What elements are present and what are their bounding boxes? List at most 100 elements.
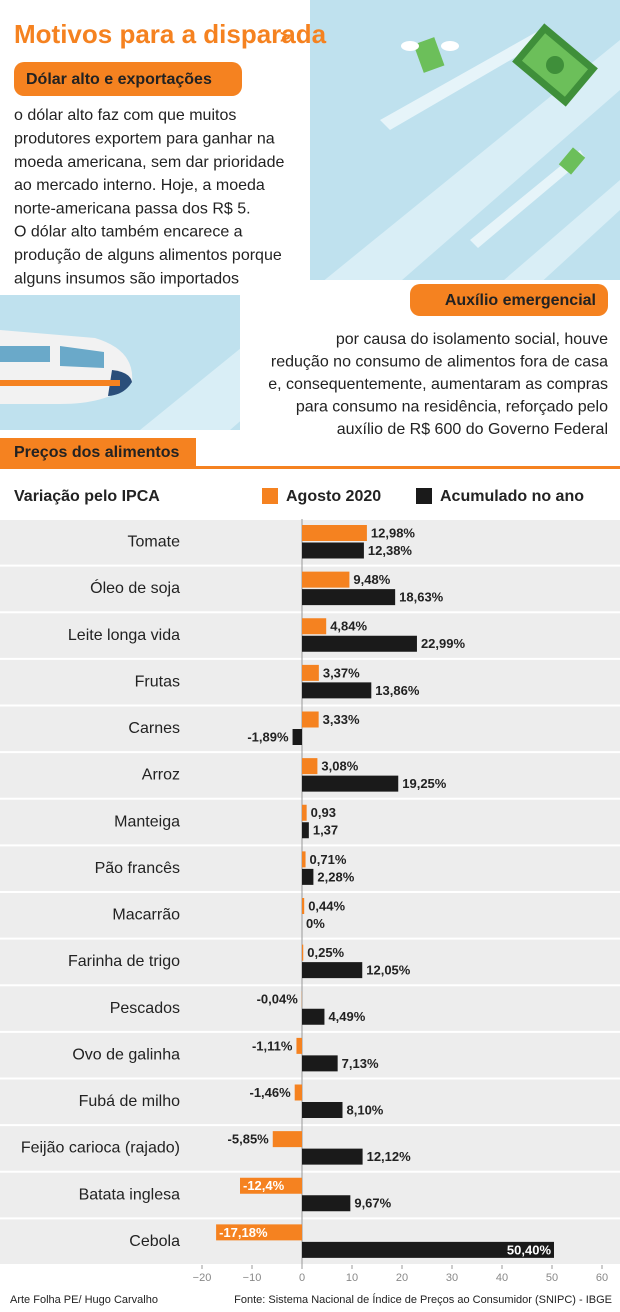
section-heading: Dólar alto e exportações: [26, 71, 212, 88]
value-label: 50,40%: [507, 1242, 552, 1257]
category-label: Batata inglesa: [79, 1186, 181, 1203]
value-label: 0,25%: [307, 945, 344, 960]
category-label: Pão francês: [95, 860, 180, 877]
legend-swatch: [416, 488, 432, 504]
value-label: 9,48%: [353, 572, 390, 587]
row-background: [0, 893, 620, 938]
value-label: 4,49%: [328, 1009, 365, 1024]
category-label: Cebola: [129, 1233, 180, 1250]
value-label: 22,99%: [421, 636, 466, 651]
value-label: 7,13%: [342, 1056, 379, 1071]
x-tick-label: 50: [546, 1272, 558, 1284]
value-label: 0,93: [311, 805, 336, 820]
value-label: -0,04%: [257, 992, 299, 1007]
bar: [302, 775, 399, 792]
bar: [302, 868, 314, 885]
value-label: 12,98%: [371, 525, 416, 540]
title-arrow: >: [280, 27, 291, 47]
value-label: 1,37: [313, 823, 338, 838]
section-text: auxílio de R$ 600 do Governo Federal: [337, 421, 608, 438]
section-text: ao mercado interno. Hoje, a moeda: [14, 177, 265, 194]
bar: [302, 589, 396, 606]
bar: [302, 1195, 351, 1212]
text-panel: [240, 280, 620, 440]
value-label: -12,4%: [243, 1178, 285, 1193]
value-label: 18,63%: [399, 590, 444, 605]
bar: [302, 758, 318, 775]
category-label: Frutas: [135, 673, 180, 690]
bar: [302, 682, 372, 699]
bar: [296, 1037, 302, 1054]
section-pill: [410, 284, 608, 316]
bar: [302, 962, 363, 979]
bar: [302, 1008, 325, 1025]
bar: [302, 542, 364, 559]
category-label: Ovo de galinha: [72, 1046, 180, 1063]
category-label: Feijão carioca (rajado): [21, 1140, 180, 1157]
section-text: por causa do isolamento social, houve: [336, 331, 608, 348]
chart-title: Preços dos alimentos: [14, 444, 179, 461]
airplane: [0, 330, 133, 404]
bar: [240, 1177, 302, 1194]
value-label: 3,33%: [323, 712, 360, 727]
value-label: 12,05%: [366, 963, 411, 978]
x-tick-label: 40: [496, 1272, 508, 1284]
chart-subtitle: Variação pelo IPCA: [14, 488, 160, 505]
category-label: Leite longa vida: [68, 627, 180, 644]
bar: [302, 944, 304, 961]
category-label: Arroz: [142, 767, 180, 784]
bar: [302, 898, 305, 914]
legend-swatch: [262, 488, 278, 504]
value-label: 3,37%: [323, 665, 360, 680]
bar: [302, 664, 319, 681]
x-tick-label: 20: [396, 1272, 408, 1284]
section-text: produtores exportem para ganhar na: [14, 131, 275, 148]
value-label: 0%: [306, 916, 325, 931]
value-label: -5,85%: [228, 1132, 270, 1147]
category-label: Tomate: [128, 534, 181, 551]
bar: [302, 525, 367, 541]
value-label: 13,86%: [375, 683, 420, 698]
section-text: para consumo na residência, reforçado pe…: [296, 399, 608, 416]
bar: [294, 1084, 302, 1101]
x-tick-label: 60: [596, 1272, 608, 1284]
value-label: 4,84%: [330, 619, 367, 634]
contrail: [380, 30, 545, 130]
bar: [302, 571, 350, 588]
value-label: -1,89%: [247, 729, 289, 744]
bar: [302, 1148, 363, 1165]
category-label: Farinha de trigo: [68, 953, 180, 970]
category-label: Macarrão: [112, 907, 180, 924]
bar: [302, 1241, 554, 1258]
credit: Arte Folha PE/ Hugo Carvalho: [10, 1294, 158, 1306]
money: [401, 23, 598, 175]
section-text: norte-americana passa dos R$ 5.: [14, 200, 251, 217]
bar: [302, 804, 307, 821]
value-label: 3,08%: [321, 759, 358, 774]
x-tick-label: 30: [446, 1272, 458, 1284]
section-heading: Auxílio emergencial: [445, 292, 596, 309]
value-label: -1,46%: [249, 1085, 291, 1100]
contrail: [470, 150, 585, 248]
section-text: moeda americana, sem dar prioridade: [14, 154, 284, 171]
section-text: O dólar alto também encarece a: [14, 224, 243, 241]
section-pill: [14, 62, 242, 96]
rule: [0, 466, 620, 469]
bar: [216, 1224, 302, 1241]
value-label: 0,71%: [310, 852, 347, 867]
source: Fonte: Sistema Nacional de Índice de Pre…: [234, 1293, 612, 1306]
x-tick-label: 0: [299, 1272, 305, 1284]
bar: [292, 729, 302, 745]
legend-label: Acumulado no ano: [440, 488, 584, 505]
category-label: Manteiga: [114, 813, 180, 830]
section-text: redução no consumo de alimentos fora de …: [271, 354, 608, 371]
value-label: 0,44%: [308, 898, 345, 913]
value-label: -1,11%: [252, 1038, 293, 1053]
row-background: [0, 799, 620, 845]
value-label: 9,67%: [354, 1196, 391, 1211]
page-title: Motivos para a disparada: [14, 19, 327, 49]
value-label: 19,25%: [402, 776, 447, 791]
chart-title-tab: [0, 438, 196, 468]
